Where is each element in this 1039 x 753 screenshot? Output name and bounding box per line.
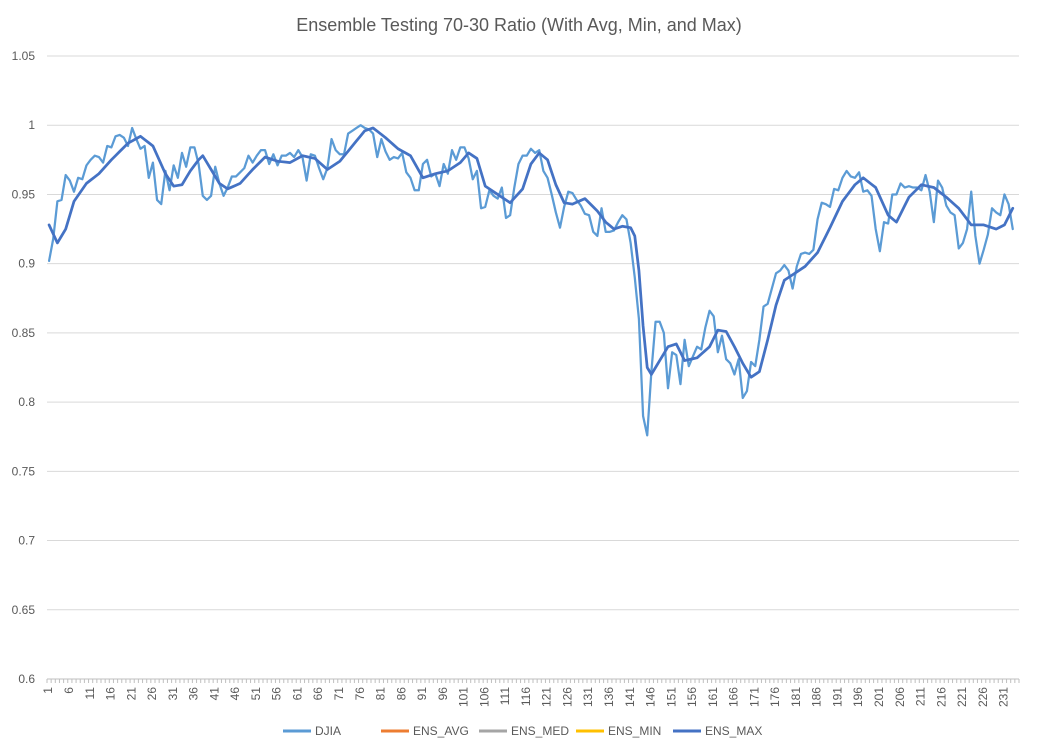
x-tick-label: 16 — [104, 687, 118, 701]
x-tick-label: 151 — [664, 687, 678, 707]
x-tick-label: 146 — [644, 687, 658, 707]
y-tick-label: 0.75 — [12, 464, 36, 478]
x-tick-label: 221 — [955, 687, 969, 707]
x-tick-label: 161 — [706, 687, 720, 707]
x-tick-label: 61 — [290, 687, 304, 701]
x-tick-label: 101 — [457, 687, 471, 707]
x-tick-label: 211 — [914, 687, 928, 706]
x-tick-label: 141 — [623, 687, 637, 707]
x-tick-label: 176 — [768, 687, 782, 707]
x-tick-label: 106 — [477, 687, 491, 707]
x-tick-label: 191 — [830, 687, 844, 707]
x-tick-label: 86 — [394, 687, 408, 701]
x-tick-label: 36 — [187, 687, 201, 701]
x-tick-label: 156 — [685, 687, 699, 707]
x-tick-label: 206 — [893, 687, 907, 707]
gridlines — [47, 55, 1019, 680]
y-tick-label: 0.7 — [18, 534, 35, 548]
x-tick-label: 11 — [83, 687, 97, 700]
x-tick-label: 81 — [374, 687, 388, 701]
x-tick-label: 231 — [997, 687, 1011, 707]
series-lines — [47, 124, 1015, 437]
chart-title: Ensemble Testing 70-30 Ratio (With Avg, … — [296, 15, 742, 35]
x-tick-label: 201 — [872, 687, 886, 707]
x-tick-label: 46 — [228, 687, 242, 701]
x-tick-label: 181 — [789, 687, 803, 707]
legend-label: ENS_MIN — [608, 724, 661, 738]
legend: DJIA ENS_AVG ENS_MED ENS_MIN ENS_MAX — [283, 724, 762, 738]
x-tick-label: 226 — [976, 687, 990, 707]
y-tick-label: 0.9 — [18, 257, 35, 271]
x-tick-label: 21 — [124, 687, 138, 701]
x-tick-label: 111 — [498, 687, 512, 706]
x-tick-label: 186 — [810, 687, 824, 707]
x-tick-label: 131 — [581, 687, 595, 707]
series-line-djia — [47, 124, 1014, 437]
legend-label: ENS_AVG — [413, 724, 469, 738]
x-tick-label: 196 — [851, 687, 865, 707]
x-tick-label: 171 — [747, 687, 761, 707]
x-axis-ticks: 1 6 11 16 21 26 31 36 41 46 51 56 61 66 71 76 81 86 91 96 10… — [41, 679, 1020, 707]
y-tick-label: 0.8 — [18, 395, 35, 409]
x-tick-label: 71 — [332, 687, 346, 701]
x-tick-label: 26 — [145, 687, 159, 701]
x-tick-label: 121 — [540, 687, 554, 707]
x-tick-label: 76 — [353, 687, 367, 701]
x-tick-label: 216 — [934, 687, 948, 707]
legend-label: ENS_MED — [511, 724, 569, 738]
x-tick-label: 66 — [311, 687, 325, 701]
series-line-ens-max — [47, 126, 1015, 379]
x-tick-label: 91 — [415, 687, 429, 701]
x-tick-label: 1 — [41, 687, 55, 694]
x-tick-label: 51 — [249, 687, 263, 701]
y-tick-label: 1.05 — [12, 49, 36, 63]
y-tick-label: 0.85 — [12, 326, 36, 340]
x-tick-label: 116 — [519, 687, 533, 706]
x-tick-label: 41 — [207, 687, 221, 701]
legend-label: ENS_MAX — [705, 724, 762, 738]
x-tick-label: 126 — [560, 687, 574, 707]
x-tick-label: 166 — [727, 687, 741, 707]
y-tick-label: 0.65 — [12, 603, 36, 617]
x-tick-label: 136 — [602, 687, 616, 707]
y-axis-ticks: 0.6 0.65 0.7 0.75 0.8 0.85 0.9 0.95 1 1.05 — [12, 49, 36, 686]
x-tick-label: 56 — [270, 687, 284, 701]
y-tick-label: 1 — [28, 118, 35, 132]
x-tick-label: 96 — [436, 687, 450, 701]
y-tick-label: 0.95 — [12, 187, 36, 201]
x-tick-label: 6 — [62, 687, 76, 694]
x-tick-label: 31 — [166, 687, 180, 701]
y-tick-label: 0.6 — [18, 672, 35, 686]
legend-label: DJIA — [315, 724, 341, 738]
